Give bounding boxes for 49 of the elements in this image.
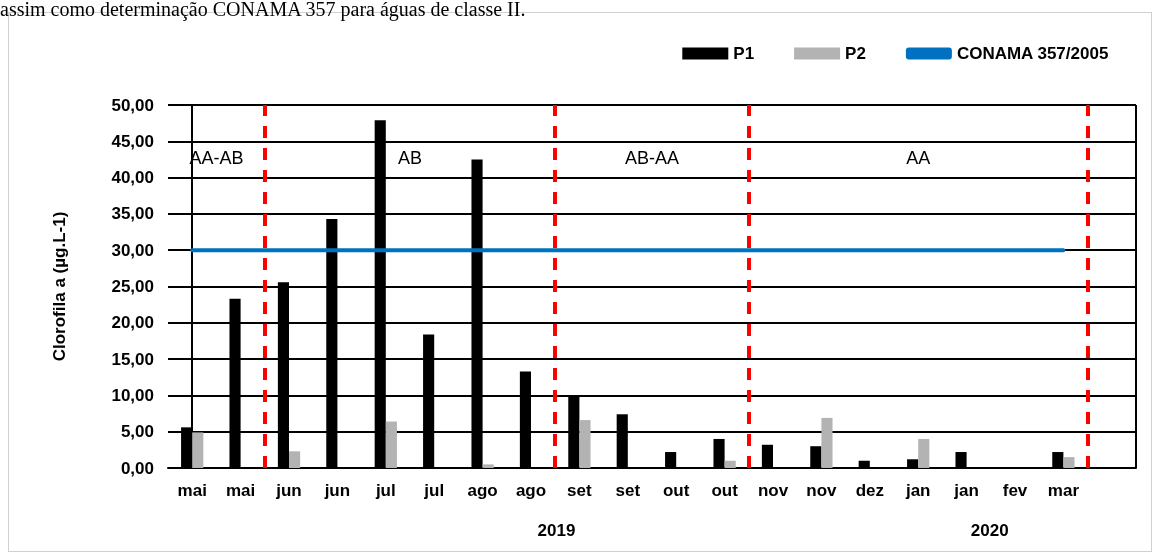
bar xyxy=(724,460,736,468)
y-tick-label: 45,00 xyxy=(111,131,154,151)
x-tick-label: jan xyxy=(904,481,931,500)
x-tick-label: jun xyxy=(323,481,351,500)
y-tick-label: 30,00 xyxy=(111,240,154,260)
annotation: AA xyxy=(906,148,931,168)
x-tick-label: jul xyxy=(374,481,396,500)
y-tick-label: 15,00 xyxy=(111,349,154,369)
x-tick-label: jan xyxy=(953,481,979,500)
x-tick-label: fev xyxy=(1002,481,1028,500)
y-tick-label: 35,00 xyxy=(111,204,154,224)
bar xyxy=(1063,457,1075,468)
y-tick-label: 25,00 xyxy=(111,277,154,296)
text: 2019 xyxy=(537,521,576,540)
y-tick-label: 50,00 xyxy=(111,95,154,115)
x-tick-label: mai xyxy=(225,481,256,500)
bar xyxy=(192,432,204,468)
legend-label: P1 xyxy=(733,44,755,63)
text: 2020 xyxy=(970,521,1009,540)
x-tick-label: out xyxy=(711,481,739,500)
legend-label: P2 xyxy=(845,44,866,63)
x-tick-label: jun xyxy=(275,481,302,500)
x-tick-label: out xyxy=(662,481,690,500)
bar xyxy=(579,420,591,468)
x-tick-label: set xyxy=(615,481,641,500)
x-tick-label: nov xyxy=(806,481,838,500)
y-tick-label: 0,00 xyxy=(120,458,154,478)
x-tick-label: ago xyxy=(467,481,498,500)
annotation: AB-AA xyxy=(624,148,680,168)
bar xyxy=(821,417,833,468)
x-tick-label: dez xyxy=(855,481,884,500)
x-tick-label: jul xyxy=(423,481,445,500)
x-tick-label: ago xyxy=(515,481,547,500)
bar xyxy=(385,421,397,468)
x-tick-label: set xyxy=(567,481,593,500)
x-tick-label: mai xyxy=(177,481,207,500)
y-tick-label: 40,00 xyxy=(111,168,154,188)
x-tick-label: mar xyxy=(1047,481,1080,500)
bar xyxy=(918,438,930,468)
bar xyxy=(289,451,301,468)
y-axis-title: Clorofila a (µg.L-1) xyxy=(50,211,69,362)
annotation: AB xyxy=(397,148,423,168)
y-tick-label: 10,00 xyxy=(111,385,154,405)
y-tick-label: 20,00 xyxy=(111,313,154,333)
legend-label: CONAMA 357/2005 xyxy=(956,44,1109,63)
text: assim como determinação CONAMA 357 para águas de classe II. xyxy=(0,0,526,21)
y-tick-label: 5,00 xyxy=(120,422,154,442)
x-tick-label: nov xyxy=(757,481,789,500)
bar xyxy=(482,464,494,468)
